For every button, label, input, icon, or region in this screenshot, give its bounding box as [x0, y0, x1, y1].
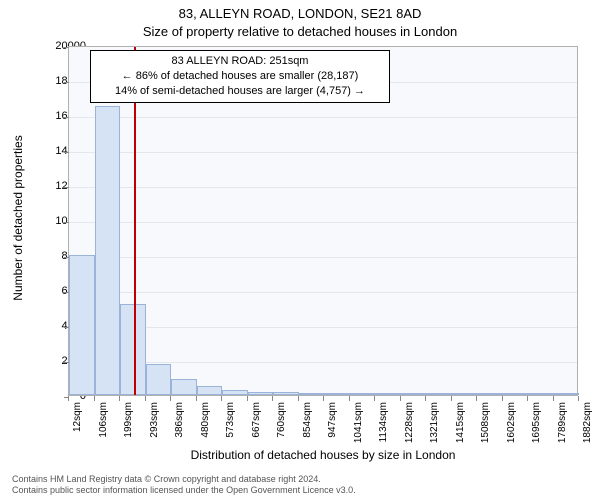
histogram-bar — [248, 392, 274, 396]
histogram-bar — [324, 393, 350, 395]
histogram-bar — [222, 390, 248, 395]
x-tick-label: 1695sqm — [531, 402, 542, 443]
histogram-bar — [452, 393, 478, 395]
histogram-bar — [120, 304, 146, 395]
plot-area-wrap: 12sqm106sqm199sqm293sqm386sqm480sqm573sq… — [68, 46, 578, 396]
x-tick-mark — [527, 396, 528, 401]
footer-attribution: Contains HM Land Registry data © Crown c… — [12, 474, 356, 496]
x-tick-label: 1134sqm — [378, 402, 389, 442]
x-tick-label: 947sqm — [327, 402, 338, 438]
x-tick-label: 1602sqm — [506, 402, 517, 443]
callout-line2: ← 86% of detached houses are smaller (28… — [99, 69, 381, 84]
gridline — [69, 222, 577, 223]
x-tick-mark — [374, 396, 375, 401]
x-tick-label: 1882sqm — [582, 402, 593, 443]
x-tick-mark — [323, 396, 324, 401]
x-tick-mark — [476, 396, 477, 401]
y-tick-mark — [64, 47, 69, 48]
gridline — [69, 187, 577, 188]
x-tick-mark — [578, 396, 579, 401]
histogram-bar — [375, 393, 401, 395]
x-tick-mark — [145, 396, 146, 401]
x-tick-label: 1228sqm — [404, 402, 415, 443]
x-tick-label: 1321sqm — [429, 402, 440, 443]
histogram-bar — [273, 392, 299, 395]
x-tick-label: 1415sqm — [455, 402, 466, 443]
gridline — [69, 117, 577, 118]
x-tick-mark — [221, 396, 222, 401]
histogram-bar — [95, 106, 121, 395]
y-tick-mark — [64, 82, 69, 83]
x-tick-label: 106sqm — [98, 402, 109, 438]
histogram-bar — [426, 393, 452, 395]
chart-container: 83, ALLEYN ROAD, LONDON, SE21 8AD Size o… — [0, 0, 600, 500]
histogram-bar — [69, 255, 95, 395]
x-tick-label: 854sqm — [302, 402, 313, 438]
gridline — [69, 292, 577, 293]
x-tick-label: 480sqm — [200, 402, 211, 438]
x-tick-mark — [502, 396, 503, 401]
y-axis-label-wrap: Number of detached properties — [8, 46, 28, 396]
x-tick-label: 12sqm — [72, 402, 83, 432]
x-tick-label: 1508sqm — [480, 402, 491, 443]
x-axis-label: Distribution of detached houses by size … — [68, 448, 578, 462]
y-tick-mark — [64, 187, 69, 188]
histogram-bar — [197, 386, 223, 395]
x-tick-mark — [170, 396, 171, 401]
histogram-bar — [350, 393, 376, 395]
x-tick-mark — [425, 396, 426, 401]
chart-title-line1: 83, ALLEYN ROAD, LONDON, SE21 8AD — [0, 6, 600, 21]
x-tick-mark — [400, 396, 401, 401]
x-tick-mark — [119, 396, 120, 401]
y-axis-label: Number of detached properties — [11, 43, 25, 393]
x-tick-label: 573sqm — [225, 402, 236, 438]
x-tick-label: 1789sqm — [557, 402, 568, 443]
x-tick-mark — [451, 396, 452, 401]
y-tick-mark — [64, 152, 69, 153]
x-tick-mark — [94, 396, 95, 401]
x-tick-label: 386sqm — [174, 402, 185, 438]
callout-line3: 14% of semi-detached houses are larger (… — [99, 84, 381, 99]
x-tick-label: 1041sqm — [353, 402, 364, 443]
histogram-bar — [528, 393, 554, 395]
histogram-bar — [146, 364, 172, 396]
histogram-bar — [299, 393, 325, 395]
x-tick-label: 199sqm — [123, 402, 134, 438]
x-tick-mark — [298, 396, 299, 401]
callout-line1: 83 ALLEYN ROAD: 251sqm — [99, 54, 381, 69]
x-tick-mark — [272, 396, 273, 401]
x-tick-mark — [196, 396, 197, 401]
x-tick-mark — [553, 396, 554, 401]
histogram-bar — [554, 393, 580, 395]
footer-line2: Contains public sector information licen… — [12, 485, 356, 496]
y-tick-mark — [64, 117, 69, 118]
chart-title-line2: Size of property relative to detached ho… — [0, 24, 600, 39]
histogram-bar — [171, 379, 197, 395]
y-tick-mark — [64, 222, 69, 223]
x-tick-label: 293sqm — [149, 402, 160, 438]
histogram-bar — [477, 393, 503, 395]
gridline — [69, 152, 577, 153]
histogram-bar — [503, 393, 529, 395]
x-tick-label: 760sqm — [276, 402, 287, 438]
footer-line1: Contains HM Land Registry data © Crown c… — [12, 474, 356, 485]
histogram-bar — [401, 393, 427, 395]
x-tick-mark — [68, 396, 69, 401]
x-tick-mark — [349, 396, 350, 401]
x-tick-mark — [247, 396, 248, 401]
gridline — [69, 257, 577, 258]
property-callout: 83 ALLEYN ROAD: 251sqm ← 86% of detached… — [90, 50, 390, 103]
x-tick-label: 667sqm — [251, 402, 262, 438]
